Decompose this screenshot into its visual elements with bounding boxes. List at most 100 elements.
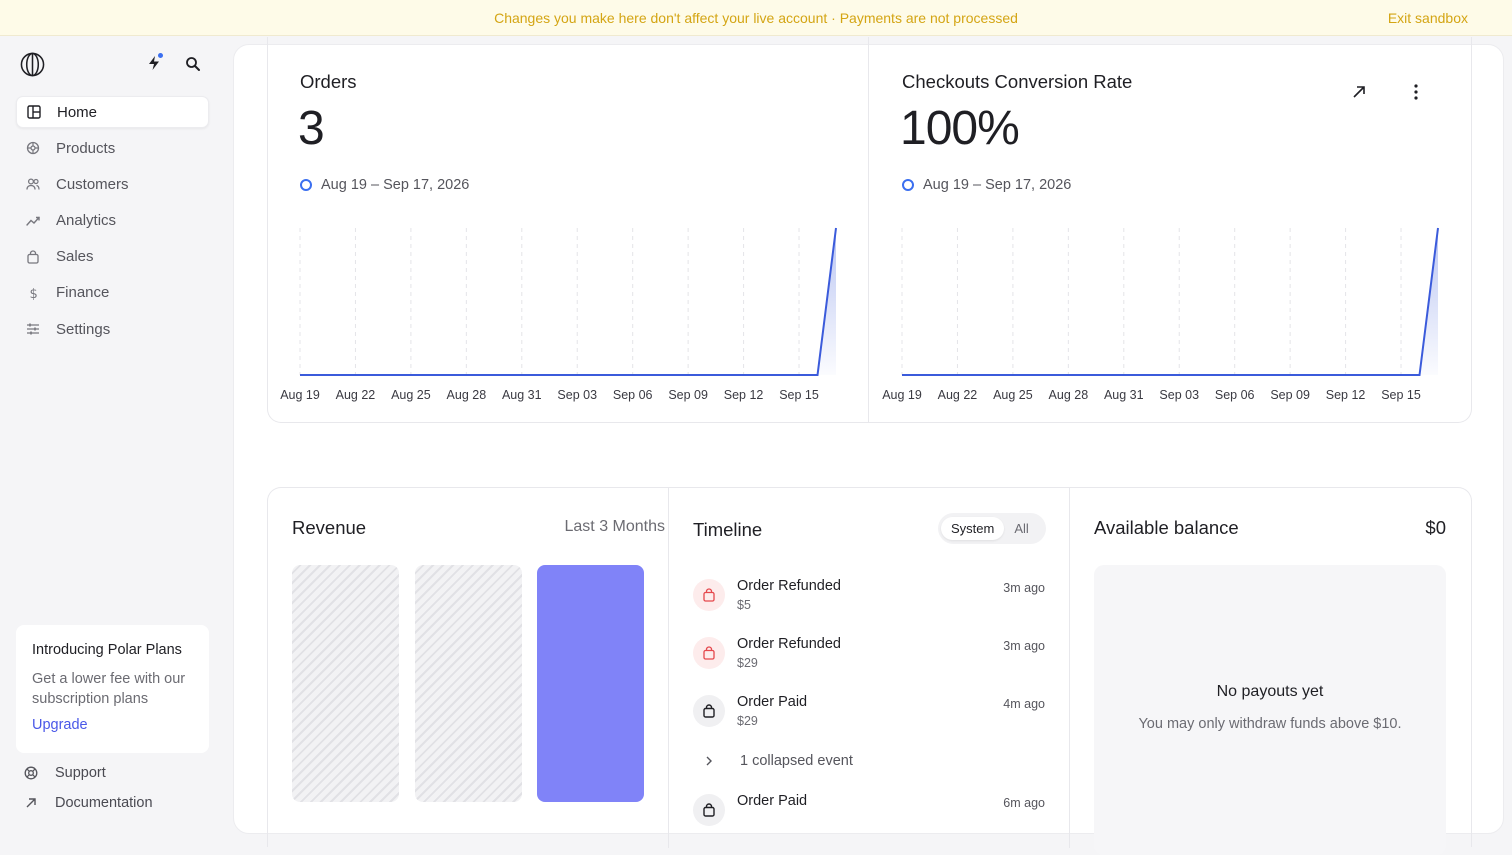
revenue-bar-empty: [292, 565, 399, 802]
upgrade-link[interactable]: Upgrade: [32, 717, 88, 733]
expand-arrow-icon[interactable]: [1348, 81, 1370, 103]
sidebar-item-label: Sales: [56, 248, 94, 266]
sidebar-item-analytics[interactable]: Analytics: [16, 205, 209, 237]
sidebar-item-sales[interactable]: Sales: [16, 241, 209, 273]
timeline-event[interactable]: Order Paid $29 4m ago: [693, 694, 1045, 735]
documentation-link[interactable]: Documentation: [24, 795, 153, 811]
chevron-right-icon: [706, 756, 712, 766]
orders-widget: Orders 3 Aug 19 – Sep 17, 2026 Aug 19 Aug…: [268, 37, 868, 423]
series-line: [902, 227, 1439, 376]
refund-bag-icon: [693, 579, 725, 611]
x-tick-label: Sep 09: [668, 388, 708, 402]
conversion-value: 100%: [900, 102, 1020, 155]
sidebar-item-customers[interactable]: Customers: [16, 168, 209, 200]
orders-chart: Aug 19 Aug 22 Aug 25 Aug 28 Aug 31 Sep 03 Sep …: [280, 227, 837, 402]
filter-all-option[interactable]: All: [1014, 521, 1029, 536]
conversion-range: Aug 19 – Sep 17, 2026: [902, 177, 1071, 193]
event-time: 4m ago: [1003, 697, 1045, 711]
support-label: Support: [55, 765, 106, 781]
series-area: [902, 228, 1438, 375]
bottom-cards: Revenue Last 3 Months Timeline System Al…: [267, 487, 1472, 855]
timeline-filter-toggle: System All: [938, 513, 1046, 544]
event-name: Order Refunded: [737, 578, 841, 594]
x-tick-label: Aug 31: [502, 388, 542, 402]
x-tick-label: Aug 31: [1104, 388, 1144, 402]
sidebar-item-label: Customers: [56, 175, 129, 193]
svg-text:$: $: [30, 287, 38, 300]
timeline-event[interactable]: Order Refunded $29 3m ago: [693, 636, 1045, 677]
series-area: [300, 228, 836, 375]
x-tick-label: Sep 06: [613, 388, 653, 402]
products-icon: [26, 142, 40, 155]
x-tick-label: Aug 22: [336, 388, 376, 402]
collapsed-events-toggle[interactable]: 1 collapsed event: [693, 753, 853, 769]
payouts-empty-state: No payouts yet You may only withdraw fun…: [1094, 565, 1446, 855]
filter-system-option[interactable]: System: [941, 517, 1005, 540]
divider: [1069, 488, 1070, 848]
revenue-title: Revenue: [292, 517, 367, 538]
sidebar-item-label: Products: [56, 139, 116, 157]
sales-icon: [27, 250, 39, 264]
conversion-chart: Aug 19 Aug 22 Aug 25 Aug 28 Aug 31 Sep 03 Sep …: [882, 227, 1439, 402]
sidebar-item-label: Analytics: [56, 212, 117, 230]
x-tick-label: Sep 15: [1381, 388, 1421, 402]
x-tick-label: Sep 06: [1215, 388, 1255, 402]
timeline-event[interactable]: Order Paid 6m ago: [693, 793, 1045, 834]
paid-bag-icon: [693, 695, 725, 727]
promo-description: Get a lower fee with our subscription pl…: [32, 671, 186, 707]
x-tick-label: Sep 12: [1326, 388, 1366, 402]
more-options-icon[interactable]: [1405, 81, 1427, 103]
bolt-icon[interactable]: [145, 54, 163, 72]
support-link[interactable]: Support: [24, 765, 106, 781]
search-icon[interactable]: [184, 55, 202, 73]
x-tick-label: Sep 12: [724, 388, 764, 402]
balance-amount: $0: [1425, 517, 1446, 538]
x-tick-label: Sep 03: [557, 388, 597, 402]
divider: [868, 37, 869, 423]
paid-bag-icon: [693, 794, 725, 826]
conversion-title: Checkouts Conversion Rate: [902, 71, 1133, 92]
x-tick-label: Sep 09: [1270, 388, 1310, 402]
support-icon: [24, 766, 38, 780]
conversion-widget: Checkouts Conversion Rate 100% Aug 19 – …: [870, 37, 1470, 423]
sidebar-item-finance[interactable]: $ Finance: [16, 277, 209, 309]
orders-title: Orders: [300, 71, 357, 92]
home-icon: [27, 105, 41, 119]
customers-icon: [26, 178, 40, 190]
event-time: 3m ago: [1003, 581, 1045, 595]
event-time: 6m ago: [1003, 796, 1045, 810]
x-tick-label: Aug 19: [882, 388, 922, 402]
notification-dot: [158, 53, 163, 58]
refund-bag-icon: [693, 637, 725, 669]
sidebar-item-products[interactable]: Products: [16, 132, 209, 164]
timeline-event[interactable]: Order Refunded $5 3m ago: [693, 578, 1045, 619]
event-amount: $5: [737, 598, 751, 612]
exit-sandbox-link[interactable]: Exit sandbox: [1387, 10, 1468, 26]
divider: [668, 488, 669, 848]
x-tick-label: Aug 22: [938, 388, 978, 402]
empty-description: You may only withdraw funds above $10.: [1138, 716, 1402, 732]
series-marker-icon: [902, 179, 914, 191]
polar-plans-promo: Introducing Polar Plans Get a lower fee …: [16, 625, 209, 753]
x-tick-label: Aug 25: [993, 388, 1033, 402]
revenue-range: Last 3 Months: [564, 518, 666, 535]
sidebar-item-home[interactable]: Home: [16, 96, 209, 128]
x-tick-label: Sep 15: [779, 388, 819, 402]
event-name: Order Refunded: [737, 636, 841, 652]
sidebar-item-settings[interactable]: Settings: [16, 313, 209, 345]
documentation-label: Documentation: [55, 795, 153, 811]
settings-icon: [27, 323, 39, 335]
balance-title: Available balance: [1094, 517, 1239, 538]
x-tick-label: Aug 19: [280, 388, 320, 402]
x-tick-label: Sep 03: [1159, 388, 1199, 402]
event-amount: $29: [737, 656, 758, 670]
series-marker-icon: [300, 179, 312, 191]
sandbox-banner: Changes you make here don't affect your …: [0, 0, 1512, 36]
empty-title: No payouts yet: [1216, 683, 1324, 700]
polar-logo-icon[interactable]: [20, 52, 45, 77]
conversion-range-label: Aug 19 – Sep 17, 2026: [923, 177, 1072, 193]
revenue-bar: [537, 565, 644, 802]
arrow-up-right-icon: [26, 798, 36, 808]
finance-icon: $: [30, 287, 38, 300]
event-amount: $29: [737, 714, 758, 728]
